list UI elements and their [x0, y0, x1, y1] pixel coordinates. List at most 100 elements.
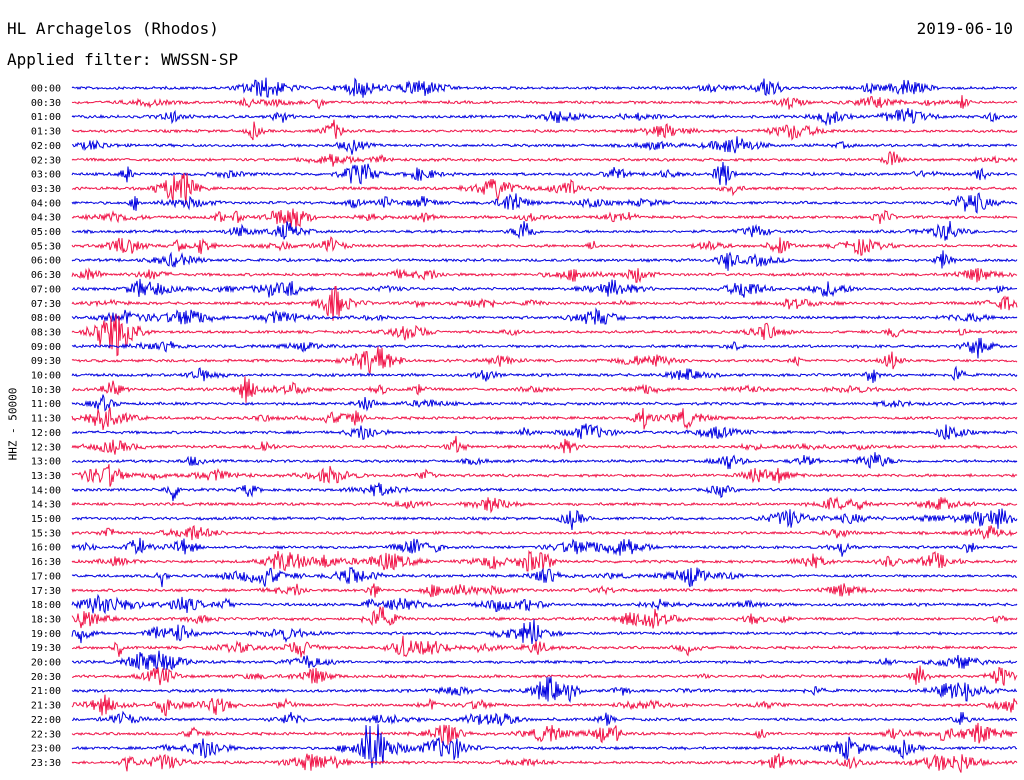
- row-time-label: 19:00: [31, 629, 61, 640]
- row-time-label: 11:00: [31, 399, 61, 410]
- row-time-label: 12:30: [31, 442, 61, 453]
- trace-line: [71, 192, 1018, 214]
- row-time-label: 12:00: [31, 428, 61, 439]
- row-time-label: 10:00: [31, 371, 61, 382]
- row-time-label: 21:00: [31, 686, 61, 697]
- trace-line: [71, 250, 1018, 271]
- row-time-label: 13:30: [31, 471, 61, 482]
- trace-line: [71, 650, 1018, 671]
- row-time-label: 02:30: [31, 155, 61, 166]
- trace-line: [71, 694, 1018, 717]
- row-time-label: 10:30: [31, 385, 61, 396]
- row-time-label: 13:00: [31, 457, 61, 468]
- row-time-label: 16:30: [31, 557, 61, 568]
- row-time-label: 00:30: [31, 98, 61, 109]
- row-time-label: 07:00: [31, 284, 61, 295]
- row-time-label: 04:00: [31, 198, 61, 209]
- trace-line: [71, 464, 1018, 487]
- trace-line: [71, 314, 1018, 357]
- trace-line: [71, 524, 1018, 541]
- row-time-label: 23:30: [31, 758, 61, 769]
- row-time-label: 19:30: [31, 643, 61, 654]
- trace-line: [71, 346, 1018, 376]
- station-title: HL Archagelos (Rhodos): [7, 19, 219, 38]
- row-time-label: 20:30: [31, 672, 61, 683]
- trace-line: [71, 394, 1018, 412]
- trace-line: [71, 376, 1018, 403]
- trace-line: [71, 593, 1018, 615]
- trace-line: [71, 208, 1018, 230]
- row-time-label: 17:00: [31, 571, 61, 582]
- trace-line: [71, 423, 1018, 441]
- row-time-label: 01:00: [31, 112, 61, 123]
- row-time-label: 03:00: [31, 170, 61, 181]
- row-time-label: 08:00: [31, 313, 61, 324]
- row-time-label: 14:00: [31, 485, 61, 496]
- trace-line: [71, 665, 1018, 686]
- row-time-label: 09:30: [31, 356, 61, 367]
- trace-line: [71, 95, 1018, 110]
- row-time-label: 00:00: [31, 84, 61, 95]
- row-time-label: 05:30: [31, 241, 61, 252]
- trace-line: [71, 172, 1017, 205]
- trace-line: [71, 307, 1018, 325]
- trace-line: [71, 150, 1018, 167]
- row-time-label: 11:30: [31, 414, 61, 425]
- trace-line: [71, 619, 1018, 644]
- row-time-label: 09:00: [31, 342, 61, 353]
- trace-line: [71, 108, 1018, 127]
- trace-line: [71, 365, 1018, 383]
- trace-line: [72, 452, 1018, 470]
- row-time-label: 07:30: [31, 299, 61, 310]
- row-time-label: 01:30: [31, 127, 61, 138]
- trace-line: [71, 337, 1018, 359]
- row-time-label: 15:30: [31, 528, 61, 539]
- trace-line: [71, 496, 1018, 514]
- trace-line: [71, 278, 1018, 298]
- trace-line: [71, 77, 1018, 98]
- trace-line: [71, 722, 1018, 745]
- row-time-label: 22:30: [31, 729, 61, 740]
- row-time-label: 06:30: [31, 270, 61, 281]
- row-time-label: 18:00: [31, 600, 61, 611]
- trace-line: [71, 508, 1018, 530]
- trace-line: [71, 710, 1018, 726]
- trace-line: [71, 676, 1018, 704]
- date-label: 2019-06-10: [916, 19, 1013, 38]
- trace-line: [71, 724, 1018, 769]
- row-time-label: 05:00: [31, 227, 61, 238]
- row-time-label: 21:30: [31, 701, 61, 712]
- trace-line: [71, 566, 1018, 588]
- trace-line: [71, 606, 1018, 629]
- row-time-label: 20:00: [31, 658, 61, 669]
- trace-line: [71, 583, 1018, 598]
- filter-label: Applied filter: WWSSN-SP: [7, 50, 239, 69]
- trace-line: [71, 267, 1018, 283]
- row-time-label: 14:30: [31, 500, 61, 511]
- row-time-label: 03:30: [31, 184, 61, 195]
- trace-line: [71, 435, 1018, 455]
- trace-line: [71, 236, 1018, 256]
- row-time-label: 06:00: [31, 256, 61, 267]
- trace-line: [71, 221, 1018, 241]
- trace-line: [72, 136, 1018, 155]
- row-time-label: 23:00: [31, 744, 61, 755]
- row-time-label: 18:30: [31, 614, 61, 625]
- trace-line: [71, 753, 1018, 773]
- row-time-label: 16:00: [31, 543, 61, 554]
- row-time-label: 04:30: [31, 213, 61, 224]
- trace-line: [71, 549, 1018, 572]
- row-time-label: 22:00: [31, 715, 61, 726]
- row-time-label: 02:00: [31, 141, 61, 152]
- row-time-label: 15:00: [31, 514, 61, 525]
- row-time-label: 08:30: [31, 327, 61, 338]
- row-time-label: 17:30: [31, 586, 61, 597]
- trace-line: [71, 285, 1018, 321]
- trace-line: [71, 161, 1018, 186]
- trace-line: [71, 482, 1018, 502]
- trace-line: [71, 407, 1018, 430]
- trace-line: [71, 635, 1018, 658]
- trace-line: [71, 537, 1018, 557]
